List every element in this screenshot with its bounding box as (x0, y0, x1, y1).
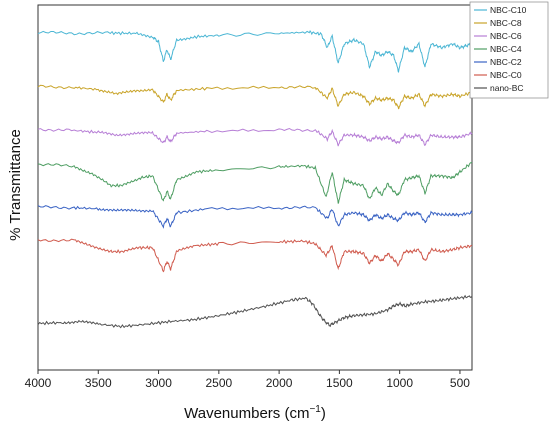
x-tick-label: 3000 (145, 376, 172, 390)
legend: NBC-C10 NBC-C8 NBC-C6 NBC-C4 NBC-C2 NBC-C0 nan… (469, 1, 549, 99)
x-tick-label: 1000 (386, 376, 413, 390)
series-layer (37, 30, 473, 329)
x-axis-label-close: ) (321, 405, 326, 422)
legend-label-nbc-c6: NBC-C6 (490, 31, 522, 41)
legend-label-nano-bc: nano-BC (490, 83, 524, 93)
legend-label-nbc-c2: NBC-C2 (490, 57, 522, 67)
x-tick-label: 4000 (25, 376, 52, 390)
x-tick-label: 2000 (266, 376, 293, 390)
series-line-nbc-c8 (37, 84, 473, 110)
x-axis-label: Wavenumbers (cm−1) (184, 404, 326, 422)
x-axis-label-main: Wavenumbers (cm (184, 405, 309, 422)
x-tick-label: 2500 (205, 376, 232, 390)
plot-area (37, 4, 473, 371)
series-line-nbc-c6 (37, 127, 473, 147)
x-tick-label: 1500 (326, 376, 353, 390)
legend-box (469, 1, 549, 99)
legend-label-nbc-c0: NBC-C0 (490, 70, 522, 80)
legend-label-nbc-c8: NBC-C8 (490, 18, 522, 28)
series-line-nbc-c0 (37, 238, 473, 273)
legend-label-nbc-c10: NBC-C10 (490, 5, 527, 15)
series-line-nbc-c2 (37, 205, 473, 229)
y-axis-label: % Transmittance (7, 129, 24, 241)
series-line-nbc-c10 (37, 30, 473, 73)
x-axis-label-sup: −1 (309, 404, 321, 415)
series-line-nano-bc (37, 294, 473, 329)
x-tick-label: 3500 (85, 376, 112, 390)
x-tick-label: 500 (450, 376, 470, 390)
x-axis-ticks: 4000 3500 3000 2500 2000 1500 1000 500 (25, 370, 470, 390)
series-line-nbc-c4 (37, 161, 473, 204)
legend-label-nbc-c4: NBC-C4 (490, 44, 522, 54)
